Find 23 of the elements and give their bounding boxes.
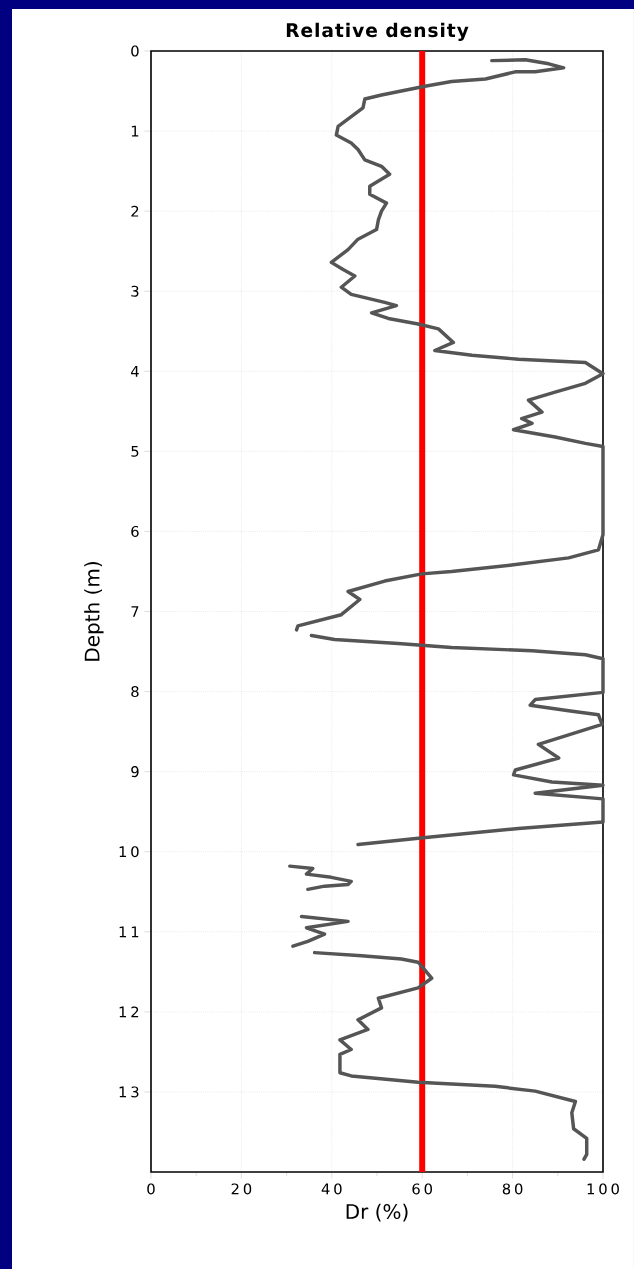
x-tick-label: 8 0 <box>502 1183 523 1195</box>
x-tick-label: 2 0 <box>231 1183 252 1195</box>
x-tick-label: 1 0 0 <box>587 1183 619 1195</box>
y-axis-title: Depth (m) <box>84 562 104 661</box>
y-tick-label: 5 <box>131 445 139 457</box>
y-tick-label: 7 <box>131 606 139 617</box>
y-tick-label: 1 2 <box>119 1006 139 1018</box>
y-tick-label: 4 <box>131 365 139 377</box>
x-tick-label: 0 <box>147 1183 155 1195</box>
y-tick-label: 9 <box>131 766 139 778</box>
y-tick-label: 0 <box>131 45 139 57</box>
x-tick-label: 4 0 <box>321 1183 342 1195</box>
x-axis-title: Dr (%) <box>346 1203 408 1222</box>
y-tick-label: 6 <box>131 525 139 537</box>
y-tick-label: 1 0 <box>119 846 139 858</box>
y-tick-label: 1 <box>131 125 139 137</box>
chart-title: Relative density <box>286 22 469 41</box>
y-tick-label: 3 <box>131 285 139 297</box>
y-tick-label: 1 1 <box>119 926 139 938</box>
y-tick-label: 2 <box>131 205 139 217</box>
y-tick-label: 8 <box>131 686 139 698</box>
y-tick-label: 1 3 <box>119 1086 139 1098</box>
x-tick-label: 6 0 <box>412 1183 432 1195</box>
